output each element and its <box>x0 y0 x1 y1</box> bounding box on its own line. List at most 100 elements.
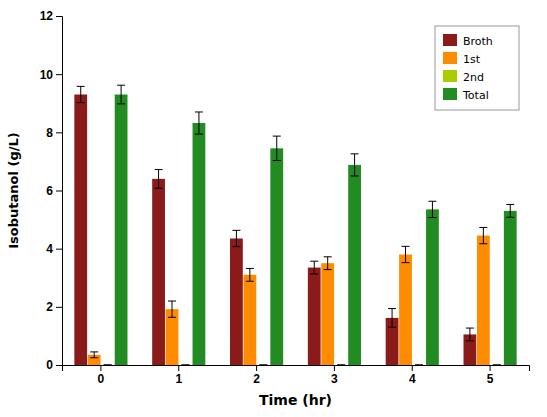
x-tick-mark <box>100 365 101 371</box>
x-tick: 0 <box>98 365 105 386</box>
y-tick: 10 <box>40 68 62 82</box>
plot: 012345024681012Broth1st2ndTotal <box>40 9 530 385</box>
x-tick: 4 <box>409 365 416 386</box>
y-tick: 0 <box>46 358 62 372</box>
y-tick-label: 10 <box>40 68 54 82</box>
y-tick: 2 <box>46 300 62 314</box>
error-bar <box>402 246 410 262</box>
error-bar <box>155 170 163 189</box>
bar <box>348 165 361 365</box>
series <box>74 86 476 365</box>
bar <box>115 95 128 365</box>
bar <box>399 254 412 365</box>
y-tick-label: 2 <box>46 300 53 314</box>
legend-swatch <box>443 34 457 46</box>
legend-label: 1st <box>463 53 481 66</box>
x-axis: 0 1 2 3 4 5 <box>63 365 530 386</box>
bar <box>490 365 503 366</box>
bar <box>335 365 348 366</box>
error-bar <box>506 204 514 217</box>
y-tick-mark <box>56 365 62 366</box>
bar <box>413 365 426 366</box>
bar <box>270 148 283 365</box>
error-bar <box>493 365 501 366</box>
y-tick-label: 0 <box>46 358 53 372</box>
bar <box>230 238 243 365</box>
legend-swatch <box>443 70 457 82</box>
x-tick-mark <box>256 365 257 371</box>
y-tick: 6 <box>46 184 62 198</box>
legend-label: 2nd <box>463 71 484 84</box>
y-tick-label: 12 <box>40 9 54 23</box>
bar <box>179 365 192 366</box>
legend-item: Broth <box>443 34 493 48</box>
bar <box>504 211 517 365</box>
bar <box>243 275 256 365</box>
y-axis-line <box>56 17 63 366</box>
error-bar <box>77 86 85 102</box>
error-bar <box>117 85 125 104</box>
bar <box>74 95 87 365</box>
chart: 012345024681012Broth1st2ndTotalTime (hr)… <box>0 0 547 417</box>
error-bar <box>388 309 396 328</box>
x-tick: 5 <box>487 365 494 386</box>
legend: Broth 1st 2nd Total <box>435 26 519 110</box>
y-axis: 0 2 4 6 8 10 12 <box>40 9 63 372</box>
error-bar <box>415 365 423 366</box>
legend-item: 1st <box>443 52 481 66</box>
x-tick-mark <box>178 365 179 371</box>
x-tick-label: 2 <box>253 372 260 386</box>
series <box>115 85 517 365</box>
legend-swatch <box>443 88 457 100</box>
y-tick-label: 6 <box>46 184 53 198</box>
legend-item: 2nd <box>443 70 484 84</box>
error-bar <box>351 154 359 176</box>
bar <box>101 365 114 366</box>
legend-label: Total <box>462 89 489 102</box>
x-tick-mark <box>412 365 413 371</box>
x-tick-label: 4 <box>409 372 416 386</box>
bar <box>257 365 270 366</box>
y-tick-mark <box>56 74 62 75</box>
x-tick-mark <box>490 365 491 371</box>
error-bar <box>479 227 487 243</box>
legend-label: Broth <box>463 35 493 48</box>
x-tick-label: 0 <box>98 372 105 386</box>
y-tick-mark <box>56 16 62 17</box>
bar <box>426 209 439 365</box>
error-bar <box>310 261 318 274</box>
legend-swatch <box>443 52 457 64</box>
bar <box>152 179 165 365</box>
y-tick: 8 <box>46 126 62 140</box>
error-bar <box>195 112 203 134</box>
y-tick-mark <box>56 249 62 250</box>
bar <box>193 123 206 365</box>
x-tick: 3 <box>331 365 338 386</box>
series <box>104 365 501 366</box>
bar <box>308 268 321 365</box>
error-bar <box>466 328 474 341</box>
y-tick: 12 <box>40 9 62 23</box>
x-tick: 2 <box>253 365 260 386</box>
error-bar <box>428 201 436 217</box>
legend-item: Total <box>443 88 489 102</box>
legend-frame <box>435 26 519 110</box>
y-tick-mark <box>56 191 62 192</box>
error-bar <box>181 365 189 366</box>
y-tick-mark <box>56 307 62 308</box>
x-tick-label: 3 <box>331 372 338 386</box>
error-bar <box>273 136 281 160</box>
x-tick-label: 5 <box>487 372 494 386</box>
error-bar <box>324 257 332 270</box>
bar <box>477 236 490 365</box>
x-tick-mark <box>334 365 335 371</box>
error-bar <box>232 230 240 246</box>
error-bar <box>168 301 176 317</box>
y-axis-title: Isobutanol (g/L) <box>6 132 21 248</box>
x-axis-title: Time (hr) <box>259 392 332 408</box>
error-bar <box>104 365 112 366</box>
x-tick-label: 1 <box>175 372 182 386</box>
y-tick: 4 <box>46 242 62 256</box>
x-axis-line <box>63 366 530 372</box>
bar <box>321 263 334 365</box>
